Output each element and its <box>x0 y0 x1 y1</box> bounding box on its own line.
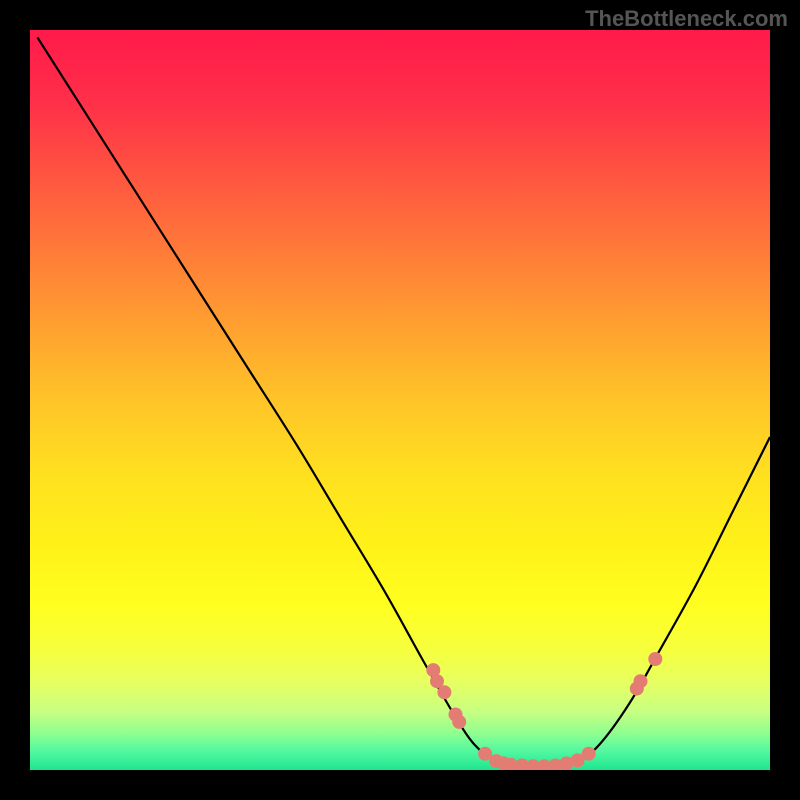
plot-area <box>30 30 770 770</box>
chart-container: TheBottleneck.com <box>0 0 800 800</box>
gradient-background <box>30 30 770 770</box>
watermark-text: TheBottleneck.com <box>585 6 788 32</box>
